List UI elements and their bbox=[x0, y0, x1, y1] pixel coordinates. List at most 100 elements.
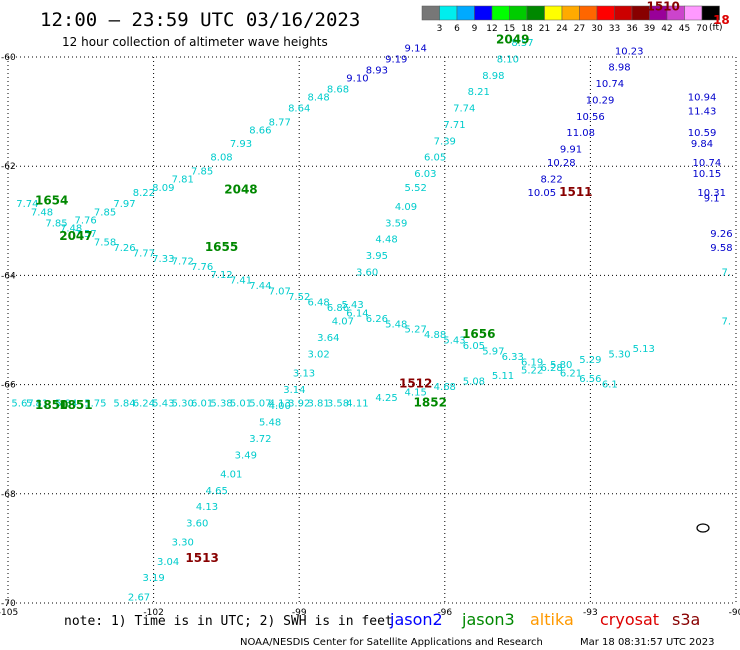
y-tick-label: -70 bbox=[1, 599, 16, 609]
wave-height-label: 6.48 bbox=[307, 297, 329, 308]
wave-height-label: 7.39 bbox=[434, 136, 456, 147]
x-tick-label: -99 bbox=[292, 608, 307, 618]
wave-height-label: 3.49 bbox=[235, 450, 257, 461]
wave-height-label: 4.88 bbox=[424, 330, 446, 341]
wave-height-label: 2.67 bbox=[128, 592, 150, 603]
colorbar-swatch bbox=[491, 5, 510, 21]
wave-height-label: 6.05 bbox=[463, 341, 485, 352]
y-tick-label: -62 bbox=[1, 162, 16, 172]
wave-height-label: 4.01 bbox=[220, 469, 242, 480]
wave-height-label: 7.81 bbox=[172, 175, 194, 186]
colorbar-swatch bbox=[544, 5, 563, 21]
wave-height-label: 7.93 bbox=[230, 139, 252, 150]
wave-height-label: 7.07 bbox=[269, 287, 291, 298]
wave-height-label: 5.22 bbox=[521, 366, 543, 377]
wave-height-label: 6.03 bbox=[414, 169, 436, 180]
wave-height-label: 10.15 bbox=[693, 169, 722, 180]
wave-height-label: 5.29 bbox=[579, 355, 601, 366]
wave-height-label: 5.43 bbox=[443, 336, 465, 347]
wave-height-label: 5.80 bbox=[550, 360, 572, 371]
wave-height-label: 5.13 bbox=[633, 344, 655, 355]
wave-height-label: 4.15 bbox=[405, 388, 427, 399]
wave-height-label: 6.1 bbox=[602, 379, 618, 390]
wave-height-label: 5.43 bbox=[152, 398, 174, 409]
colorbar-swatch bbox=[596, 5, 615, 21]
wave-height-label: 7. bbox=[722, 267, 732, 278]
wave-height-label: 7.41 bbox=[230, 276, 252, 287]
wave-height-label: 4.13 bbox=[196, 502, 218, 513]
colorbar-tick-label: 9 bbox=[472, 24, 478, 34]
wave-height-label: 4.65 bbox=[206, 486, 228, 497]
wave-height-label: 8.57 bbox=[511, 38, 533, 49]
time-annotation: 2047 bbox=[59, 229, 92, 243]
wave-height-label: 8.98 bbox=[482, 71, 504, 82]
wave-height-label: 7.48 bbox=[31, 207, 53, 218]
colorbar-swatch bbox=[561, 5, 580, 21]
wave-height-label: 4.25 bbox=[375, 393, 397, 404]
x-tick-label: -105 bbox=[0, 608, 18, 618]
colorbar-tick-label: 6 bbox=[454, 24, 460, 34]
y-tick-label: -60 bbox=[1, 53, 16, 63]
time-annotation: 1850 bbox=[35, 398, 68, 412]
colorbar-tick-label: 33 bbox=[609, 24, 620, 34]
wave-height-label: 3.13 bbox=[293, 368, 315, 379]
wave-height-label: 5.43 bbox=[341, 300, 363, 311]
island-outline bbox=[696, 523, 710, 533]
wave-height-label: 7.74 bbox=[16, 199, 38, 210]
satellite-name: s3a bbox=[672, 610, 700, 629]
time-annotation: 1654 bbox=[35, 193, 68, 207]
plot-grid bbox=[7, 56, 737, 604]
wave-height-label: 7.44 bbox=[249, 281, 271, 292]
wave-height-label: 7.72 bbox=[172, 256, 194, 267]
wave-height-label: 7.57 bbox=[75, 229, 97, 240]
wave-height-label: 5.07 bbox=[249, 398, 271, 409]
wave-height-label: 5.97 bbox=[482, 347, 504, 358]
wave-height-label: 7.26 bbox=[113, 243, 135, 254]
wave-height-label: 5.67 bbox=[11, 398, 33, 409]
colorbar-tick-label: 21 bbox=[539, 24, 550, 34]
wave-height-label: 5.38 bbox=[210, 398, 232, 409]
wave-height-label: 10.94 bbox=[688, 93, 717, 104]
time-annotation: 1656 bbox=[462, 327, 495, 341]
wave-height-label: 7.71 bbox=[443, 120, 465, 131]
wave-height-label: 10.23 bbox=[615, 46, 644, 57]
colorbar-swatch bbox=[701, 5, 720, 21]
wave-height-label: 7.33 bbox=[152, 254, 174, 265]
x-tick-label: -90 bbox=[729, 608, 740, 618]
wave-height-label: 7.52 bbox=[288, 292, 310, 303]
wave-height-label: 9.58 bbox=[710, 243, 732, 254]
colorbar-tick-label: 24 bbox=[556, 24, 568, 34]
wave-height-label: 3.02 bbox=[307, 349, 329, 360]
chart-title: 12:00 — 23:59 UTC 03/16/2023 bbox=[40, 9, 360, 31]
wave-height-label: 8.10 bbox=[497, 54, 519, 65]
colorbar-swatch bbox=[684, 5, 703, 21]
wave-height-label: 6.86 bbox=[327, 303, 349, 314]
wave-height-label: 8.21 bbox=[468, 87, 490, 98]
wave-height-label: 9.14 bbox=[405, 44, 427, 55]
wave-height-label: 11.08 bbox=[566, 128, 595, 139]
wave-height-label: 3.64 bbox=[317, 333, 339, 344]
wave-height-label: 7.76 bbox=[75, 216, 97, 227]
wave-height-label: 3.81 bbox=[307, 398, 329, 409]
colorbar-tick-label: 12 bbox=[486, 24, 497, 34]
wave-height-label: 10.05 bbox=[528, 188, 557, 199]
wave-height-label: 9.1 bbox=[704, 194, 720, 205]
wave-height-label: 6.56 bbox=[579, 374, 601, 385]
wave-height-label: 5.75 bbox=[84, 398, 106, 409]
footer-note: note: 1) Time is in UTC; 2) SWH is in fe… bbox=[64, 614, 393, 629]
wave-height-label: 10.74 bbox=[693, 158, 722, 169]
colorbar-tick-label: 70 bbox=[696, 24, 708, 34]
colorbar-swatch bbox=[439, 5, 458, 21]
colorbar-swatch bbox=[456, 5, 475, 21]
wave-height-label: 6.28 bbox=[540, 363, 562, 374]
wave-height-label: 7.85 bbox=[191, 166, 213, 177]
wave-height-label: 10.31 bbox=[697, 188, 726, 199]
x-tick-label: -96 bbox=[437, 608, 452, 618]
wave-height-label: 7.48 bbox=[60, 224, 82, 235]
wave-height-label: 5.52 bbox=[405, 183, 427, 194]
satellite-name: jason3 bbox=[461, 610, 515, 629]
wave-height-label: 8.64 bbox=[288, 104, 310, 115]
satellite-name: cryosat bbox=[600, 610, 659, 629]
wave-height-label: 4.07 bbox=[332, 317, 354, 328]
wave-height-label: 8.09 bbox=[152, 183, 174, 194]
